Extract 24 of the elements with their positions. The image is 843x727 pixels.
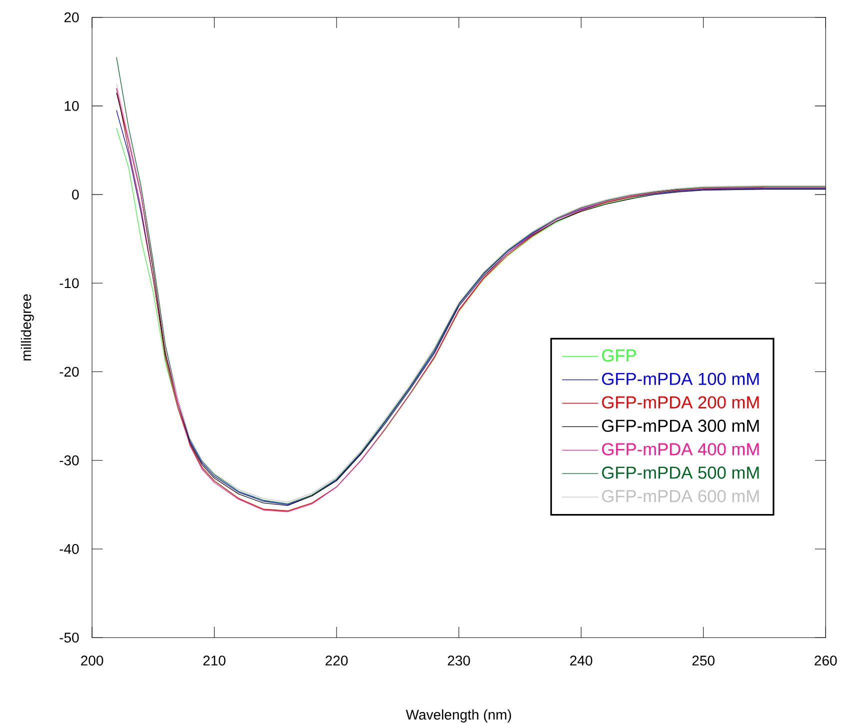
y-tick-label: -40 [60, 544, 79, 554]
legend-label: GFP-mPDA 400 mM [602, 443, 759, 456]
legend-label: GFP-mPDA 200 mM [602, 396, 759, 409]
x-tick-label: 250 [692, 656, 715, 666]
legend-label: GFP-mPDA 500 mM [602, 466, 759, 479]
y-tick-label: -10 [60, 278, 79, 288]
y-tick-label: 0 [72, 190, 79, 200]
x-tick-label: 200 [81, 656, 104, 666]
x-axis-title: Wavelength (nm) [406, 709, 512, 722]
legend-label: GFP-mPDA 100 mM [602, 372, 759, 386]
x-tick-label: 210 [203, 656, 226, 666]
y-tick-label: -30 [60, 455, 79, 466]
x-tick-label: 220 [326, 656, 348, 666]
x-tick-label: 260 [814, 656, 837, 666]
y-tick-label: 20 [64, 12, 79, 22]
y-tick-label: -50 [60, 632, 79, 643]
legend-label: GFP-mPDA 300 mM [602, 420, 759, 432]
y-axis-title: millidegree [20, 294, 34, 360]
legend-label: GFP [602, 349, 636, 362]
y-tick-label: -20 [60, 366, 79, 377]
legend-label: GFP-mPDA 600 mM [602, 490, 759, 502]
x-tick-label: 240 [570, 656, 592, 666]
x-tick-label: 230 [448, 656, 470, 666]
y-tick-label: 10 [64, 101, 79, 111]
